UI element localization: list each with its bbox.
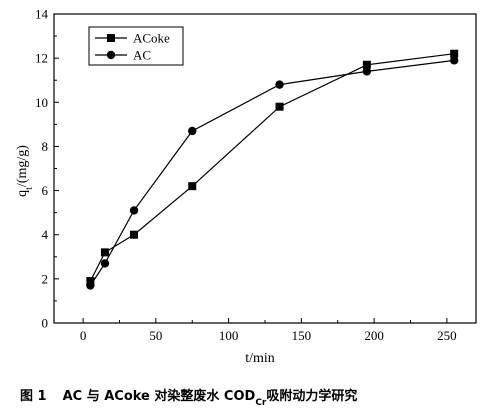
- y-tick-label-0: 0: [42, 316, 49, 331]
- figure-caption: 图 1 AC 与 ACoke 对染整废水 CODCr吸附动力学研究: [20, 388, 357, 408]
- legend-label-ac: AC: [133, 48, 151, 63]
- y-tick-label-12: 12: [35, 51, 48, 66]
- series-line-ac: [89, 59, 455, 286]
- data-point-ac-5: [362, 67, 372, 76]
- legend-label-acoke: ACoke: [133, 31, 170, 46]
- caption-main: AC 与 ACoke 对染整废水 COD: [63, 388, 256, 404]
- data-point-ac-4: [275, 80, 284, 89]
- y-axis-label: qt/(mg/g): [15, 145, 35, 197]
- y-tick-label-6: 6: [42, 183, 49, 198]
- legend-marker-ac: [106, 50, 116, 60]
- series-acoke: [86, 49, 459, 286]
- data-point-acoke-0: [86, 277, 95, 286]
- y-axis-label-main: q: [15, 190, 30, 197]
- x-tick-label-150: 150: [292, 328, 312, 343]
- x-axis: 0 50 100 150 200 250: [80, 318, 457, 343]
- data-point-ac-0: [86, 281, 95, 290]
- x-tick-label-50: 50: [149, 328, 162, 343]
- caption-prefix: 图 1: [20, 389, 47, 404]
- data-point-ac-6: [449, 56, 459, 65]
- y-tick-label-2: 2: [42, 271, 49, 286]
- x-tick-label-100: 100: [219, 328, 239, 343]
- data-point-acoke-6: [450, 49, 459, 58]
- y-tick-label-8: 8: [42, 139, 49, 154]
- y-tick-label-14: 14: [35, 7, 49, 22]
- data-point-ac-2: [129, 206, 139, 215]
- data-point-acoke-3: [188, 182, 197, 191]
- data-point-ac-3: [188, 126, 197, 136]
- x-tick-label-250: 250: [437, 328, 457, 343]
- y-axis-label-sub: t: [24, 187, 35, 190]
- y-axis: 0 2 4 6 8 10 12 14: [35, 7, 59, 331]
- series-ac: [86, 56, 459, 290]
- data-point-acoke-2: [130, 230, 139, 239]
- legend: ACoke AC: [88, 26, 184, 66]
- x-axis-label: t/min: [245, 351, 275, 366]
- y-axis-label-unit: /(mg/g): [15, 145, 30, 187]
- x-tick-label-0: 0: [80, 328, 87, 343]
- data-point-ac-1: [100, 259, 110, 268]
- legend-marker-acoke: [107, 34, 115, 42]
- caption-suffix: 吸附动力学研究: [266, 388, 357, 404]
- data-point-acoke-4: [275, 102, 284, 111]
- caption-sub: Cr: [255, 398, 267, 408]
- x-tick-label-200: 200: [364, 328, 384, 343]
- data-point-acoke-1: [100, 248, 109, 257]
- legend-box: [88, 26, 184, 66]
- y-tick-label-10: 10: [35, 95, 48, 110]
- data-point-acoke-5: [362, 60, 371, 69]
- series-layer: [86, 49, 459, 290]
- y-tick-label-4: 4: [42, 227, 49, 242]
